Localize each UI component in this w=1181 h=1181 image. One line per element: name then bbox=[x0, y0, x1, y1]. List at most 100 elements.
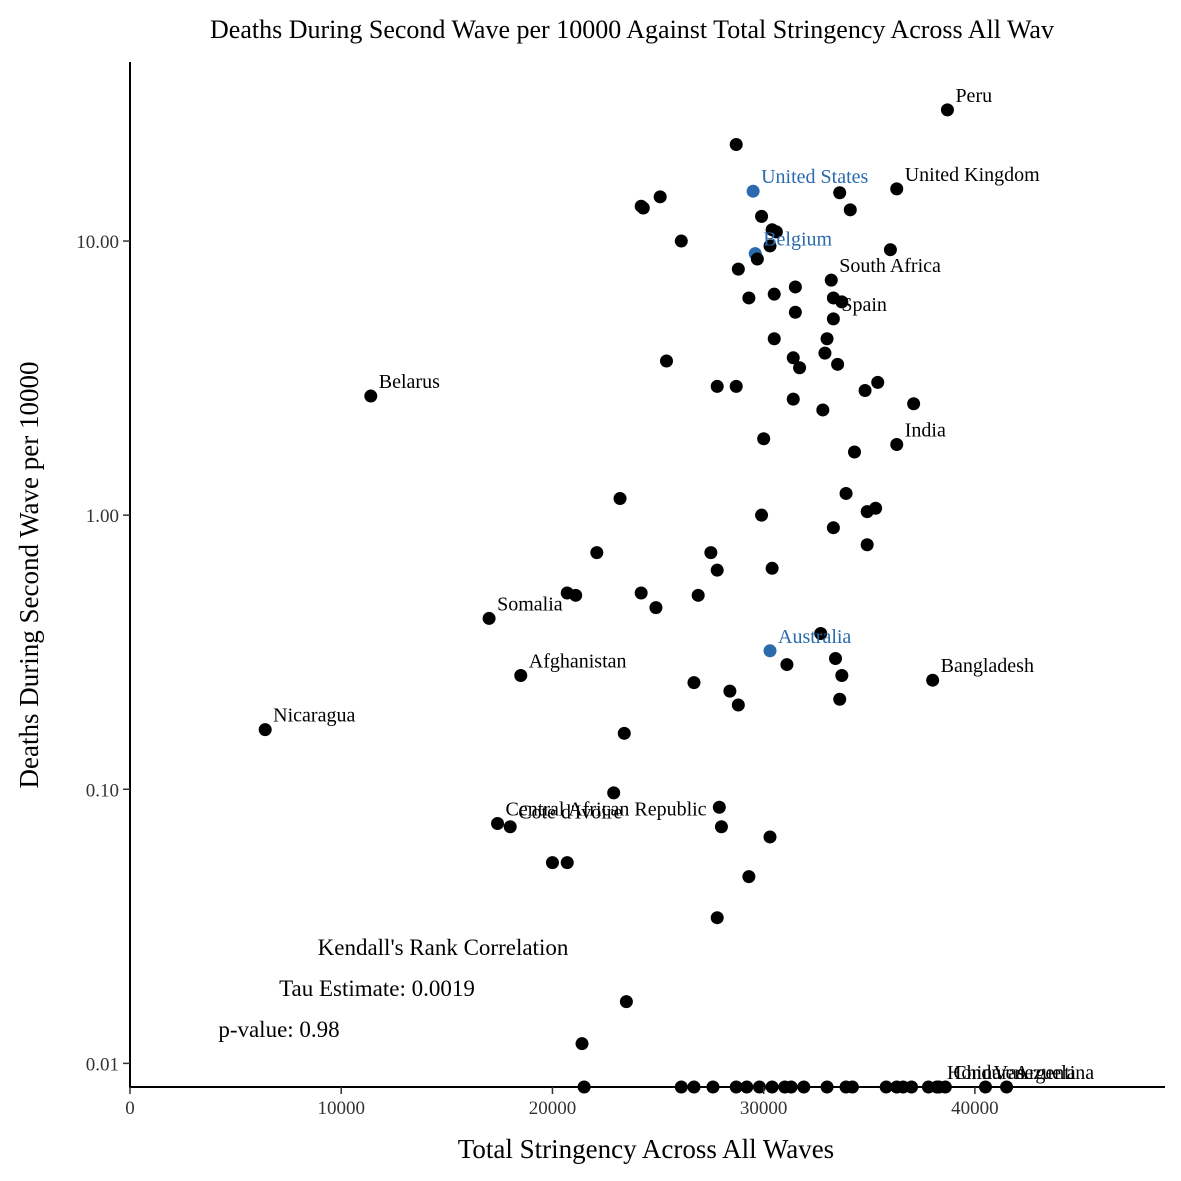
data-point bbox=[843, 203, 857, 217]
x-axis-title: Total Stringency Across All Waves bbox=[458, 1134, 834, 1164]
data-point bbox=[704, 546, 718, 560]
data-point bbox=[687, 676, 701, 690]
data-point bbox=[691, 588, 705, 602]
data-point bbox=[590, 546, 604, 560]
data-point bbox=[710, 563, 724, 577]
data-point bbox=[883, 243, 897, 257]
point-label: Peru bbox=[955, 85, 992, 107]
data-point bbox=[729, 379, 743, 393]
data-point bbox=[755, 508, 769, 522]
point-label: United States bbox=[761, 166, 868, 188]
point-central-african-republic bbox=[491, 817, 505, 831]
y-axis-title: Deaths During Second Wave per 10000 bbox=[14, 362, 44, 789]
data-point bbox=[818, 346, 832, 360]
data-point bbox=[833, 186, 847, 200]
point-label: Nicaragua bbox=[273, 705, 355, 727]
data-point bbox=[634, 586, 648, 600]
data-point bbox=[871, 375, 885, 389]
data-point bbox=[560, 856, 574, 870]
data-point bbox=[763, 239, 777, 253]
point-belarus bbox=[364, 389, 378, 403]
data-point bbox=[731, 698, 745, 712]
point-united-states bbox=[746, 184, 760, 198]
data-point bbox=[769, 225, 783, 239]
data-point bbox=[765, 561, 779, 575]
data-point bbox=[674, 234, 688, 248]
data-point bbox=[569, 588, 583, 602]
point-label: Honduras bbox=[947, 1062, 1025, 1084]
y-tick-label: 1.00 bbox=[86, 506, 119, 527]
x-tick-label: 40000 bbox=[951, 1098, 999, 1119]
stat-pvalue: p-value: 0.98 bbox=[218, 1017, 339, 1042]
point-south-africa bbox=[824, 273, 838, 287]
point-label: Afghanistan bbox=[529, 651, 627, 673]
y-tick-label: 0.10 bbox=[86, 780, 119, 801]
point-label: Belarus bbox=[379, 371, 440, 393]
data-point bbox=[575, 1037, 589, 1051]
data-point bbox=[780, 658, 794, 672]
data-point bbox=[860, 538, 874, 552]
data-point bbox=[653, 190, 667, 204]
data-point bbox=[826, 521, 840, 535]
point-label: China bbox=[953, 1062, 1001, 1084]
data-point bbox=[839, 486, 853, 500]
plot-area: Peru United States United Kingdom Belgium So… bbox=[258, 85, 1094, 1094]
data-point bbox=[786, 392, 800, 406]
data-point bbox=[786, 351, 800, 365]
point-somalia bbox=[482, 611, 496, 625]
point-label: United Kingdom bbox=[905, 164, 1040, 186]
data-point bbox=[833, 692, 847, 706]
point-label: Somalia bbox=[497, 593, 563, 615]
y-tick-label: 10.00 bbox=[76, 232, 119, 253]
point-cote-d-ivoire bbox=[503, 820, 517, 834]
chart-title: Deaths During Second Wave per 10000 Agai… bbox=[210, 15, 1054, 44]
point-label: Cote d'Ivoire bbox=[518, 802, 622, 824]
data-point bbox=[793, 361, 807, 375]
x-tick-label: 30000 bbox=[740, 1098, 788, 1119]
x-tick-label: 10000 bbox=[317, 1098, 365, 1119]
point-australia bbox=[763, 644, 777, 658]
data-point bbox=[723, 684, 737, 698]
y-axis-ticks: 0.01 0.10 1.00 10.00 bbox=[76, 232, 130, 1075]
point-spain bbox=[826, 312, 840, 326]
data-point bbox=[742, 291, 756, 305]
data-point bbox=[613, 492, 627, 506]
y-tick-label: 0.01 bbox=[86, 1054, 119, 1075]
data-point bbox=[814, 627, 828, 641]
x-axis-ticks: 0 10000 20000 30000 40000 bbox=[125, 1087, 999, 1119]
data-point bbox=[848, 445, 861, 459]
data-point bbox=[545, 856, 559, 870]
data-point bbox=[617, 726, 631, 740]
point-label: Central African Republic bbox=[506, 799, 707, 821]
x-tick-label: 20000 bbox=[529, 1098, 577, 1119]
data-point bbox=[731, 262, 745, 276]
data-point bbox=[767, 332, 781, 346]
data-point bbox=[907, 397, 921, 411]
point-bangladesh bbox=[926, 673, 940, 687]
point-peru bbox=[940, 103, 954, 117]
data-point bbox=[649, 601, 663, 615]
data-point bbox=[767, 287, 781, 301]
point-label: Belgium bbox=[763, 229, 832, 251]
point-united-kingdom bbox=[890, 182, 904, 196]
data-point bbox=[607, 786, 621, 800]
data-point bbox=[788, 305, 802, 319]
point-labels-layer: Peru United States United Kingdom Belgium So… bbox=[273, 85, 1094, 1084]
data-point bbox=[710, 911, 724, 925]
data-point bbox=[636, 201, 650, 215]
data-point bbox=[858, 383, 872, 397]
stat-tau: Tau Estimate: 0.0019 bbox=[279, 976, 475, 1001]
data-point bbox=[828, 651, 842, 665]
data-point bbox=[619, 995, 633, 1009]
point-label: Australia bbox=[778, 626, 851, 648]
data-point bbox=[712, 800, 726, 814]
point-nicaragua bbox=[258, 723, 272, 737]
data-point bbox=[835, 669, 849, 683]
data-point bbox=[757, 432, 771, 446]
stat-title: Kendall's Rank Correlation bbox=[318, 935, 569, 960]
points-layer bbox=[258, 103, 1014, 1094]
data-point bbox=[763, 830, 777, 844]
point-label: India bbox=[905, 420, 946, 442]
data-point bbox=[788, 280, 802, 294]
